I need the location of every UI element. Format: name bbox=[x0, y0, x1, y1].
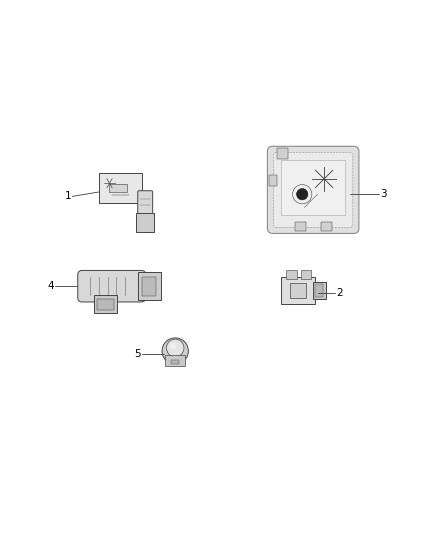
FancyBboxPatch shape bbox=[172, 360, 179, 365]
Text: 3: 3 bbox=[380, 189, 387, 199]
Text: 2: 2 bbox=[336, 288, 343, 298]
FancyBboxPatch shape bbox=[268, 175, 277, 186]
FancyBboxPatch shape bbox=[313, 282, 326, 299]
FancyBboxPatch shape bbox=[109, 184, 127, 192]
Circle shape bbox=[166, 339, 184, 357]
FancyBboxPatch shape bbox=[138, 272, 161, 300]
Circle shape bbox=[297, 189, 308, 200]
FancyBboxPatch shape bbox=[78, 270, 145, 302]
FancyBboxPatch shape bbox=[321, 222, 332, 231]
FancyBboxPatch shape bbox=[281, 160, 345, 215]
FancyBboxPatch shape bbox=[138, 191, 152, 217]
FancyBboxPatch shape bbox=[290, 283, 306, 298]
FancyBboxPatch shape bbox=[136, 213, 154, 232]
FancyBboxPatch shape bbox=[315, 285, 322, 297]
Circle shape bbox=[162, 338, 188, 364]
FancyBboxPatch shape bbox=[295, 222, 306, 231]
FancyBboxPatch shape bbox=[97, 299, 114, 310]
FancyBboxPatch shape bbox=[99, 173, 142, 203]
FancyBboxPatch shape bbox=[267, 146, 359, 233]
FancyBboxPatch shape bbox=[301, 270, 311, 279]
FancyBboxPatch shape bbox=[142, 277, 156, 296]
FancyBboxPatch shape bbox=[277, 148, 288, 158]
FancyBboxPatch shape bbox=[94, 295, 117, 313]
Text: 5: 5 bbox=[134, 349, 141, 359]
Circle shape bbox=[170, 343, 176, 349]
FancyBboxPatch shape bbox=[165, 356, 185, 366]
FancyBboxPatch shape bbox=[273, 152, 353, 227]
Text: 4: 4 bbox=[47, 281, 54, 291]
FancyBboxPatch shape bbox=[286, 270, 297, 279]
FancyBboxPatch shape bbox=[281, 277, 315, 304]
Text: 1: 1 bbox=[64, 191, 71, 201]
